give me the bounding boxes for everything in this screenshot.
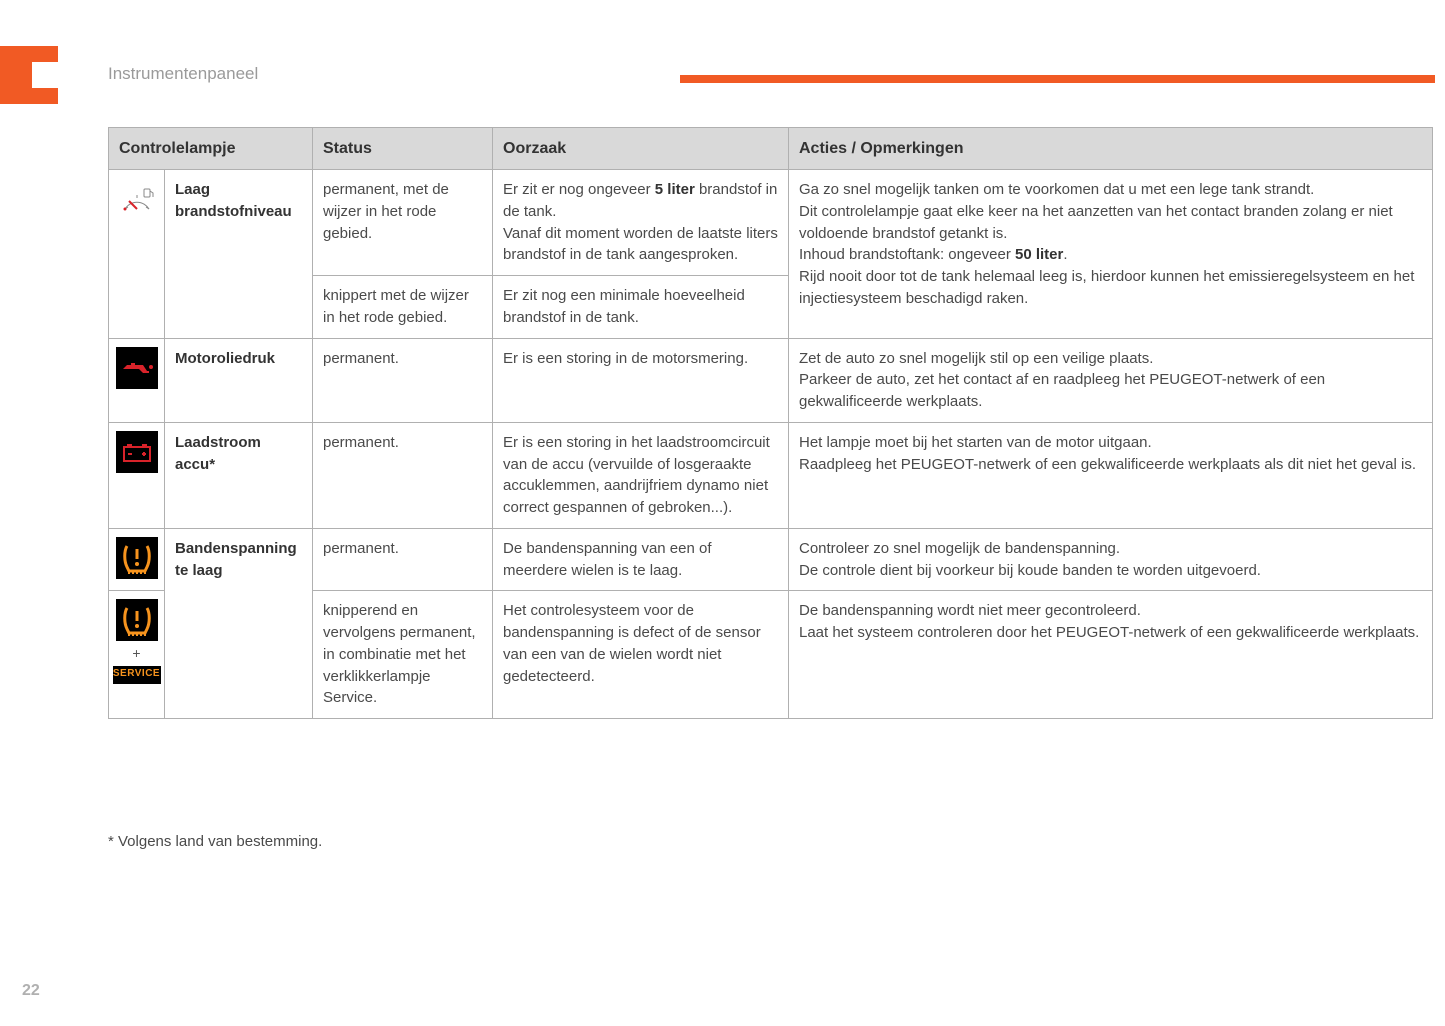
cause-cell: Het controlesysteem voor de bandenspanni… — [493, 591, 789, 719]
cause-cell: De bandenspanning van een of meerdere wi… — [493, 528, 789, 591]
status-cell: permanent, met de wijzer in het rode geb… — [313, 170, 493, 276]
corner-accent-square — [32, 62, 58, 88]
section-title: Instrumentenpaneel — [108, 64, 258, 84]
status-cell: knippert met de wijzer in het rode gebie… — [313, 276, 493, 339]
col-header-cause: Oorzaak — [493, 128, 789, 170]
cause-cell: Er zit nog een minimale hoeveelheid bran… — [493, 276, 789, 339]
table-row: Laag brandstofniveau permanent, met de w… — [109, 170, 1433, 276]
warning-lights-table: Controlelampje Status Oorzaak Acties / O… — [108, 127, 1433, 719]
header-accent-bar — [680, 75, 1435, 83]
action-cell: Ga zo snel mogelijk tanken om te voorkom… — [789, 170, 1433, 339]
label-fuel-low: Laag brandstofniveau — [165, 170, 313, 339]
footnote: * Volgens land van bestemming. — [108, 833, 322, 850]
fuel-low-icon — [116, 178, 158, 220]
table-row: Motoroliedruk permanent. Er is een stori… — [109, 338, 1433, 422]
cause-cell: Er is een storing in het laadstroomcircu… — [493, 422, 789, 528]
table-header-row: Controlelampje Status Oorzaak Acties / O… — [109, 128, 1433, 170]
plus-sign: + — [111, 643, 162, 663]
status-cell: permanent. — [313, 528, 493, 591]
col-header-action: Acties / Opmerkingen — [789, 128, 1433, 170]
col-header-lamp: Controlelampje — [109, 128, 313, 170]
tire-pressure-icon — [116, 599, 158, 641]
service-icon: SERVICE — [113, 666, 161, 684]
page-number: 22 — [22, 982, 40, 1000]
cause-cell: Er is een storing in de motorsmering. — [493, 338, 789, 422]
table-row: Laadstroom accu* permanent. Er is een st… — [109, 422, 1433, 528]
col-header-status: Status — [313, 128, 493, 170]
label-battery: Laadstroom accu* — [165, 422, 313, 528]
table-row: Bandenspanning te laag permanent. De ban… — [109, 528, 1433, 591]
label-tire-pressure: Bandenspanning te laag — [165, 528, 313, 718]
action-cell: Zet de auto zo snel mogelijk stil op een… — [789, 338, 1433, 422]
battery-icon — [116, 431, 158, 473]
action-cell: Het lampje moet bij het starten van de m… — [789, 422, 1433, 528]
action-cell: De bandenspanning wordt niet meer gecont… — [789, 591, 1433, 719]
tire-pressure-icon — [116, 537, 158, 579]
cause-cell: Er zit er nog ongeveer 5 liter brandstof… — [493, 170, 789, 276]
status-cell: knipperend en vervolgens permanent, in c… — [313, 591, 493, 719]
oil-pressure-icon — [116, 347, 158, 389]
label-oil-pressure: Motoroliedruk — [165, 338, 313, 422]
status-cell: permanent. — [313, 338, 493, 422]
status-cell: permanent. — [313, 422, 493, 528]
action-cell: Controleer zo snel mogelijk de bandenspa… — [789, 528, 1433, 591]
